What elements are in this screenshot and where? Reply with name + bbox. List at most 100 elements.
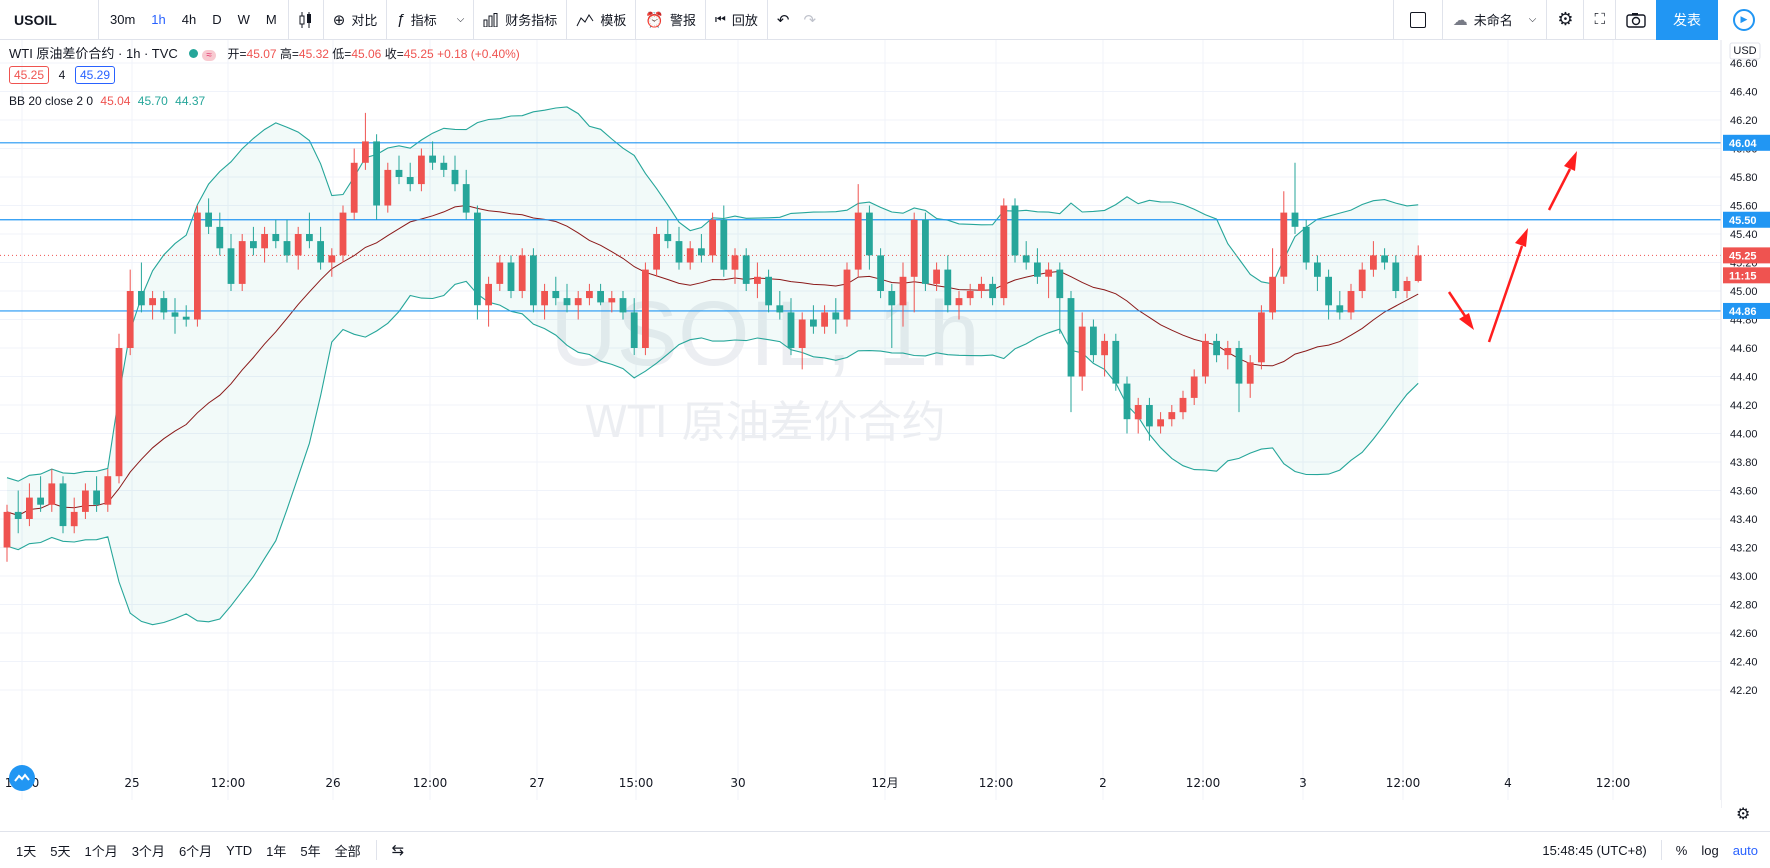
interval-30m[interactable]: 30m: [110, 12, 136, 27]
high-value: 45.32: [298, 47, 329, 61]
price-tick-label: 42.40: [1730, 657, 1758, 669]
arrow-down-head[interactable]: [1459, 313, 1474, 330]
interval-1h[interactable]: 1h: [151, 12, 166, 27]
time-tick-label: 12:00: [1186, 776, 1221, 790]
auto-toggle[interactable]: auto: [1732, 842, 1758, 858]
log-toggle[interactable]: log: [1701, 842, 1719, 858]
candle-body: [675, 241, 683, 263]
financials-label: 财务指标: [505, 13, 558, 28]
range-6m[interactable]: 6个月: [178, 843, 213, 859]
stream-button[interactable]: ▶: [1718, 0, 1770, 40]
time-axis[interactable]: 12:00 25 12:00 26 12:00 27 15:00 30 12月 12:00 2 12:…: [0, 776, 1721, 808]
templates-label: 模板: [600, 13, 627, 28]
candle-body: [1370, 255, 1377, 270]
price-badge: [1723, 267, 1770, 284]
toolbar-divider: [705, 0, 707, 40]
range-5y[interactable]: 5年: [300, 843, 321, 859]
compare-button[interactable]: ⊕ 对比: [324, 0, 387, 40]
alert-button[interactable]: ⏰ 警报: [636, 0, 705, 40]
indicators-button[interactable]: ƒ 指标 ⌵: [387, 0, 473, 40]
range-3m[interactable]: 3个月: [131, 843, 165, 859]
watermark-name: WTI 原油差价合约: [584, 397, 945, 448]
financials-button[interactable]: 财务指标: [474, 0, 566, 40]
arrow-down-shaft[interactable]: [1447, 291, 1469, 320]
percent-toggle[interactable]: %: [1675, 842, 1688, 858]
range-ytd[interactable]: YTD: [226, 842, 253, 858]
time-tick-label: 12月: [871, 776, 898, 790]
drawn-arrows[interactable]: [1447, 151, 1577, 343]
undo-icon[interactable]: ↶: [776, 11, 790, 29]
candle-body: [70, 511, 78, 527]
rewind-icon: ⏮: [715, 12, 726, 26]
templates-button[interactable]: 模板: [567, 0, 635, 40]
publish-button[interactable]: 发表: [1656, 0, 1718, 40]
undo-button[interactable]: ↶ ↷: [768, 0, 825, 40]
chart-canvas[interactable]: USOIL, 1h WTI 原油差价合约 USD46.6046.4046.204…: [0, 40, 1770, 808]
interval-d[interactable]: D: [212, 12, 222, 27]
time-tick-label: 12:00: [413, 776, 448, 790]
interval-m[interactable]: M: [265, 12, 277, 27]
time-tick-label: 30: [730, 776, 745, 790]
symbol-legend[interactable]: WTI 原油差价合约 · 1h · TVC ≈ 开=45.07 高=45.32 …: [9, 43, 520, 62]
bottom-divider: [375, 840, 377, 860]
candle-body: [406, 177, 414, 185]
clock[interactable]: 15:48:45 (UTC+8): [1542, 842, 1647, 858]
legend-title: WTI 原油差价合约 · 1h · TVC: [9, 46, 178, 61]
chart-area[interactable]: USOIL, 1h WTI 原油差价合约 USD46.6046.4046.204…: [0, 40, 1770, 823]
arrow-up-shaft-2[interactable]: [1547, 168, 1572, 211]
fullscreen-button[interactable]: ⛶: [1584, 0, 1615, 40]
range-1y[interactable]: 1年: [266, 843, 287, 859]
toolbar-divider: [1441, 0, 1443, 40]
tradingview-logo[interactable]: [9, 765, 35, 791]
candle-body: [798, 319, 806, 348]
time-tick-label: 12:00: [1386, 776, 1421, 790]
layout-name-button[interactable]: ☁ 未命名 ⌵: [1443, 0, 1547, 40]
price-axis[interactable]: USD46.6046.4046.2046.0045.8045.6045.4045…: [1720, 40, 1770, 808]
candle-body: [1280, 212, 1288, 277]
candle-body: [272, 234, 280, 242]
candle-body: [474, 212, 481, 306]
bb-legend[interactable]: BB 20 close 2 0 45.04 45.70 44.37: [9, 94, 205, 108]
candle-body: [317, 241, 324, 263]
goto-date-icon[interactable]: ⇆: [391, 842, 405, 859]
candles-icon: [299, 11, 311, 28]
ask-button[interactable]: 45.29: [74, 66, 115, 84]
spread-value: 4: [58, 68, 66, 82]
arrow-up-shaft-1[interactable]: [1487, 245, 1524, 343]
range-all[interactable]: 全部: [334, 843, 361, 859]
price-tick-label: 46.20: [1730, 115, 1758, 127]
settings-button[interactable]: ⚙: [1547, 0, 1583, 40]
candle-body: [1078, 326, 1086, 377]
replay-button[interactable]: ⏮ 回放: [706, 0, 767, 40]
candle-body: [899, 276, 907, 306]
candle-body: [1246, 362, 1254, 384]
bid-button[interactable]: 45.25: [9, 66, 50, 84]
bollinger-lower-band: [6, 280, 1419, 626]
snapshot-button[interactable]: [1616, 0, 1656, 40]
candle-body: [731, 255, 739, 270]
fullscreen-layout-button[interactable]: [1394, 0, 1442, 40]
axis-settings-button[interactable]: ⚙: [1736, 806, 1751, 823]
candle-body: [1157, 419, 1164, 427]
candle-body: [888, 291, 896, 306]
interval-4h[interactable]: 4h: [181, 12, 197, 27]
candle-body: [362, 141, 369, 163]
arrow-up-head-2[interactable]: [1564, 151, 1577, 171]
range-1d[interactable]: 1天: [16, 843, 37, 859]
redo-icon[interactable]: ↷: [803, 11, 817, 29]
candle-body: [328, 255, 336, 263]
candle-body: [720, 219, 728, 270]
indicators-label: 指标: [410, 13, 437, 28]
range-1m[interactable]: 1个月: [84, 843, 118, 859]
price-tick-label: 44.00: [1730, 429, 1758, 441]
chevron-down-icon[interactable]: ⌵: [1528, 14, 1537, 25]
chevron-down-icon[interactable]: ⌵: [456, 14, 465, 25]
candle-body: [854, 212, 862, 270]
range-5d[interactable]: 5天: [50, 843, 71, 859]
interval-w[interactable]: W: [237, 12, 250, 27]
candle-body: [1011, 205, 1019, 256]
symbol-search[interactable]: USOIL: [14, 11, 57, 28]
arrow-up-head-1[interactable]: [1515, 228, 1528, 247]
candle-body: [1022, 255, 1030, 263]
chart-type-button[interactable]: [289, 0, 323, 40]
